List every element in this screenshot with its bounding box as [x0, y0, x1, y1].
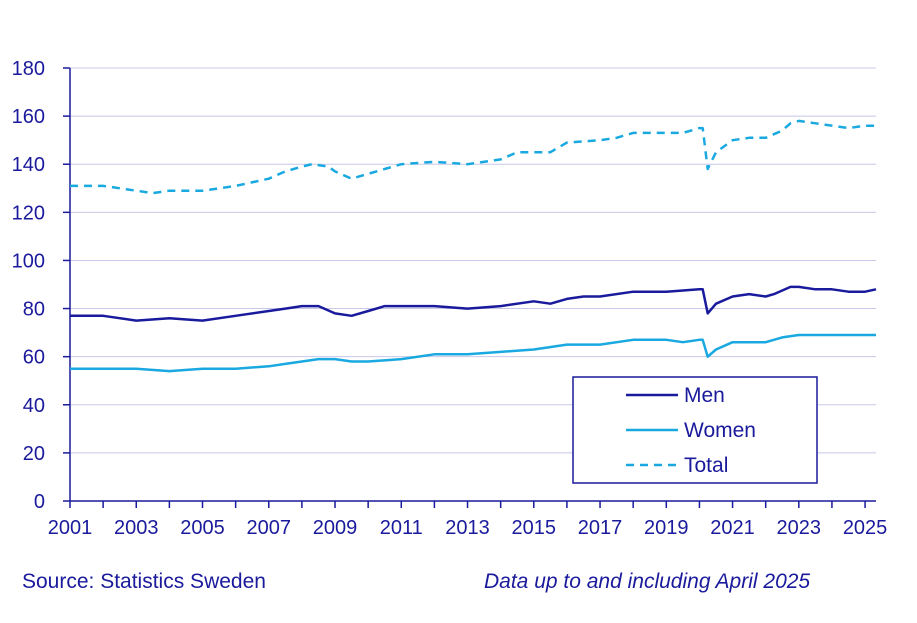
- y-axis-ticks: 0 20 40 60 80 100 120 140 160 180: [12, 58, 70, 513]
- series-line-women: [70, 333, 876, 373]
- legend-box: [572, 376, 818, 484]
- x-tick-label: 2023: [777, 517, 822, 539]
- series-line-total: [70, 119, 876, 195]
- y-tick-label: 20: [23, 443, 45, 465]
- legend-label-women: Women: [684, 419, 756, 442]
- y-tick-label: 160: [12, 106, 45, 128]
- data-range-note: Data up to and including April 2025: [484, 570, 811, 593]
- legend-label-men: Men: [684, 384, 725, 407]
- source-note: Source: Statistics Sweden: [22, 570, 266, 593]
- x-tick-label: 2009: [313, 517, 358, 539]
- x-tick-label: 2013: [445, 517, 490, 539]
- x-tick-label: 2021: [710, 517, 755, 539]
- x-tick-label: 2011: [380, 517, 423, 539]
- y-tick-label: 100: [12, 250, 45, 272]
- y-tick-label: 140: [12, 154, 45, 176]
- y-tick-label: 0: [34, 491, 45, 513]
- x-tick-label: 2017: [578, 517, 623, 539]
- x-tick-label: 2005: [180, 517, 225, 539]
- y-tick-label: 120: [12, 202, 45, 224]
- x-tick-label: 2015: [512, 517, 557, 539]
- y-tick-label: 60: [23, 347, 45, 369]
- x-tick-label: 2007: [247, 517, 292, 539]
- legend: Men Women Total: [572, 376, 818, 484]
- x-tick-label: 2025: [843, 517, 888, 539]
- series-line-men: [70, 285, 877, 322]
- y-tick-label: 40: [23, 395, 45, 417]
- y-tick-label: 80: [23, 299, 45, 321]
- gridlines: [70, 67, 876, 454]
- legend-label-total: Total: [684, 454, 728, 477]
- x-tick-label: 2003: [114, 517, 159, 539]
- x-axis-ticks: 2001 2003 2005 2007 2009 2011 2013 2015 2017 2019…: [48, 501, 888, 539]
- series-lines: [70, 119, 877, 373]
- y-tick-label: 180: [12, 58, 45, 80]
- x-tick-label: 2019: [644, 517, 689, 539]
- x-tick-label: 2001: [48, 517, 93, 539]
